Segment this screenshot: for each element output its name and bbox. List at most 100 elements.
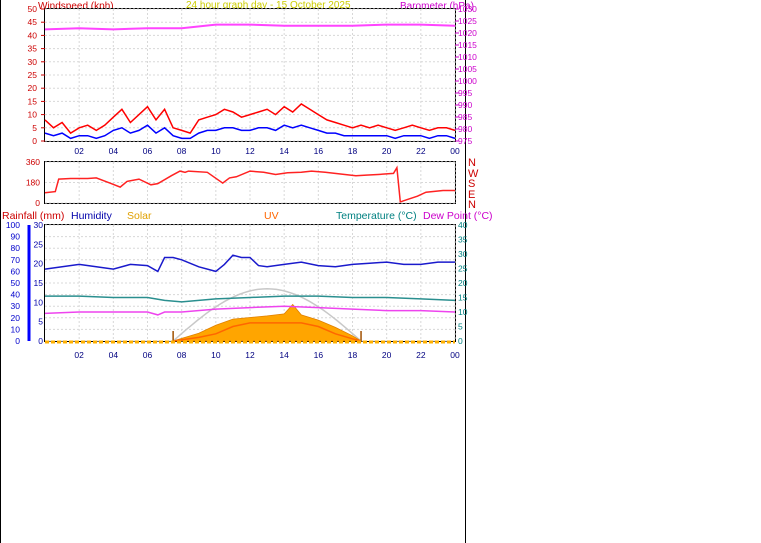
rainfall-tick-label: 40 <box>11 290 21 300</box>
barometer-tick-label: 995 <box>458 88 472 98</box>
series-line-wind-direction <box>44 165 455 203</box>
windspeed-tick-label: 5 <box>32 123 37 133</box>
time-tick-label: 10 <box>211 350 221 360</box>
barometer-tick-label: 980 <box>458 124 472 134</box>
compass-label-e: E <box>468 189 475 201</box>
barometer-tick-label: 1005 <box>458 64 477 74</box>
climate-grid <box>45 224 456 342</box>
rainfall-tick-label: 50 <box>11 278 21 288</box>
time-tick-label: 10 <box>211 146 221 156</box>
graph-title: 24 hour graph day - 15 October 2025 <box>186 0 351 11</box>
windspeed-tick-label: 30 <box>28 57 38 67</box>
direction-tick-label: 0 <box>35 198 40 208</box>
rainfall-tick-label: 90 <box>11 232 21 242</box>
legend-rainfall: Rainfall (mm) <box>2 210 64 222</box>
series-line-humidity <box>44 254 455 273</box>
time-tick-label: 00 <box>450 146 460 156</box>
windspeed-tick-label: 10 <box>28 110 38 120</box>
humidity-tick-label: 5 <box>38 317 43 327</box>
time-tick-label: 08 <box>177 350 187 360</box>
series-line-temperature-c- <box>45 295 456 303</box>
time-tick-label: 14 <box>279 350 289 360</box>
rainfall-tick-label: 0 <box>15 336 20 346</box>
windspeed-tick-label: 50 <box>28 4 38 14</box>
lower-legend: Rainfall (mm) Humidity Solar UV Temperat… <box>2 210 493 222</box>
time-tick-label: 12 <box>245 146 255 156</box>
rainfall-tick-label: 60 <box>11 266 21 276</box>
barometer-axis-title: Barometer (hPa) <box>400 1 474 12</box>
legend-solar: Solar <box>127 210 152 222</box>
temperature-tick-label: 40 <box>458 220 468 230</box>
time-tick-label: 06 <box>143 146 153 156</box>
rainfall-tick-label: 30 <box>11 301 21 311</box>
compass-label-s: S <box>468 178 475 190</box>
temperature-ticks: 0 5 10 15 20 25 30 35 40 <box>458 220 468 346</box>
rainfall-tick-label: 20 <box>11 313 21 323</box>
barometer-tick-label: 1000 <box>458 76 477 86</box>
direction-ticks: 0 180 360 <box>26 157 40 208</box>
humidity-tick-label: 10 <box>34 297 44 307</box>
legend-temperature: Temperature (°C) <box>336 210 417 222</box>
legend-uv: UV <box>264 210 279 222</box>
series-line-gust <box>44 103 456 135</box>
windspeed-tick-label: 25 <box>28 70 38 80</box>
time-tick-label: 20 <box>382 146 392 156</box>
barometer-ticks: 975 980 985 990 995 1000 1005 1010 1015 1020 1025 1… <box>455 4 477 146</box>
time-tick-label: 22 <box>416 350 426 360</box>
rainfall-tick-label: 80 <box>11 243 21 253</box>
time-tick-label: 04 <box>109 350 119 360</box>
direction-tick-label: 360 <box>26 157 40 167</box>
humidity-tick-label: 30 <box>34 220 44 230</box>
series-line-barometer <box>44 23 456 31</box>
temperature-tick-label: 5 <box>458 322 463 332</box>
time-tick-label: 18 <box>348 350 358 360</box>
humidity-tick-label: 15 <box>34 278 44 288</box>
barometer-tick-label: 985 <box>458 112 472 122</box>
series-line-dew-point-c- <box>44 305 456 316</box>
time-tick-label: 14 <box>279 146 289 156</box>
time-tick-label: 06 <box>143 350 153 360</box>
legend-humidity: Humidity <box>71 210 113 222</box>
humidity-tick-label: 20 <box>34 259 44 269</box>
time-tick-label: 02 <box>74 146 84 156</box>
windspeed-tick-label: 45 <box>28 17 38 27</box>
wind-series <box>44 23 456 140</box>
barometer-tick-label: 1020 <box>458 28 477 38</box>
time-tick-label: 04 <box>109 146 119 156</box>
time-tick-label: 20 <box>382 350 392 360</box>
wind-time-ticks: 02 04 06 08 10 12 14 16 18 20 22 00 <box>74 146 460 156</box>
barometer-tick-label: 1015 <box>458 40 477 50</box>
temperature-tick-label: 20 <box>458 278 468 288</box>
uv-line <box>172 322 362 342</box>
barometer-tick-label: 975 <box>458 136 472 146</box>
solar-series <box>45 288 455 344</box>
compass-labels: N W S E N <box>468 157 479 211</box>
temperature-tick-label: 30 <box>458 249 468 259</box>
time-tick-label: 16 <box>314 350 324 360</box>
wind-grid <box>45 8 456 142</box>
windspeed-tick-label: 0 <box>32 136 37 146</box>
rainfall-tick-label: 70 <box>11 255 21 265</box>
windspeed-axis-title: Windspeed (kph) <box>38 1 114 12</box>
windspeed-tick-label: 40 <box>28 30 38 40</box>
rainfall-tick-label: 100 <box>6 220 20 230</box>
wind-direction-panel: 0 180 360 N W S E N <box>26 157 479 211</box>
compass-label-n2: N <box>468 199 476 211</box>
humidity-tick-label: 0 <box>38 336 43 346</box>
direction-series <box>44 165 455 203</box>
direction-grid <box>45 161 456 204</box>
time-tick-label: 08 <box>177 146 187 156</box>
temperature-tick-label: 25 <box>458 264 468 274</box>
time-tick-label: 18 <box>348 146 358 156</box>
direction-tick-label: 180 <box>26 178 40 188</box>
temperature-tick-label: 35 <box>458 235 468 245</box>
temperature-tick-label: 10 <box>458 307 468 317</box>
compass-label-w: W <box>468 168 479 180</box>
temperature-tick-label: 15 <box>458 293 468 303</box>
windspeed-tick-label: 35 <box>28 44 38 54</box>
humidity-tick-label: 25 <box>34 239 44 249</box>
time-tick-label: 00 <box>450 350 460 360</box>
